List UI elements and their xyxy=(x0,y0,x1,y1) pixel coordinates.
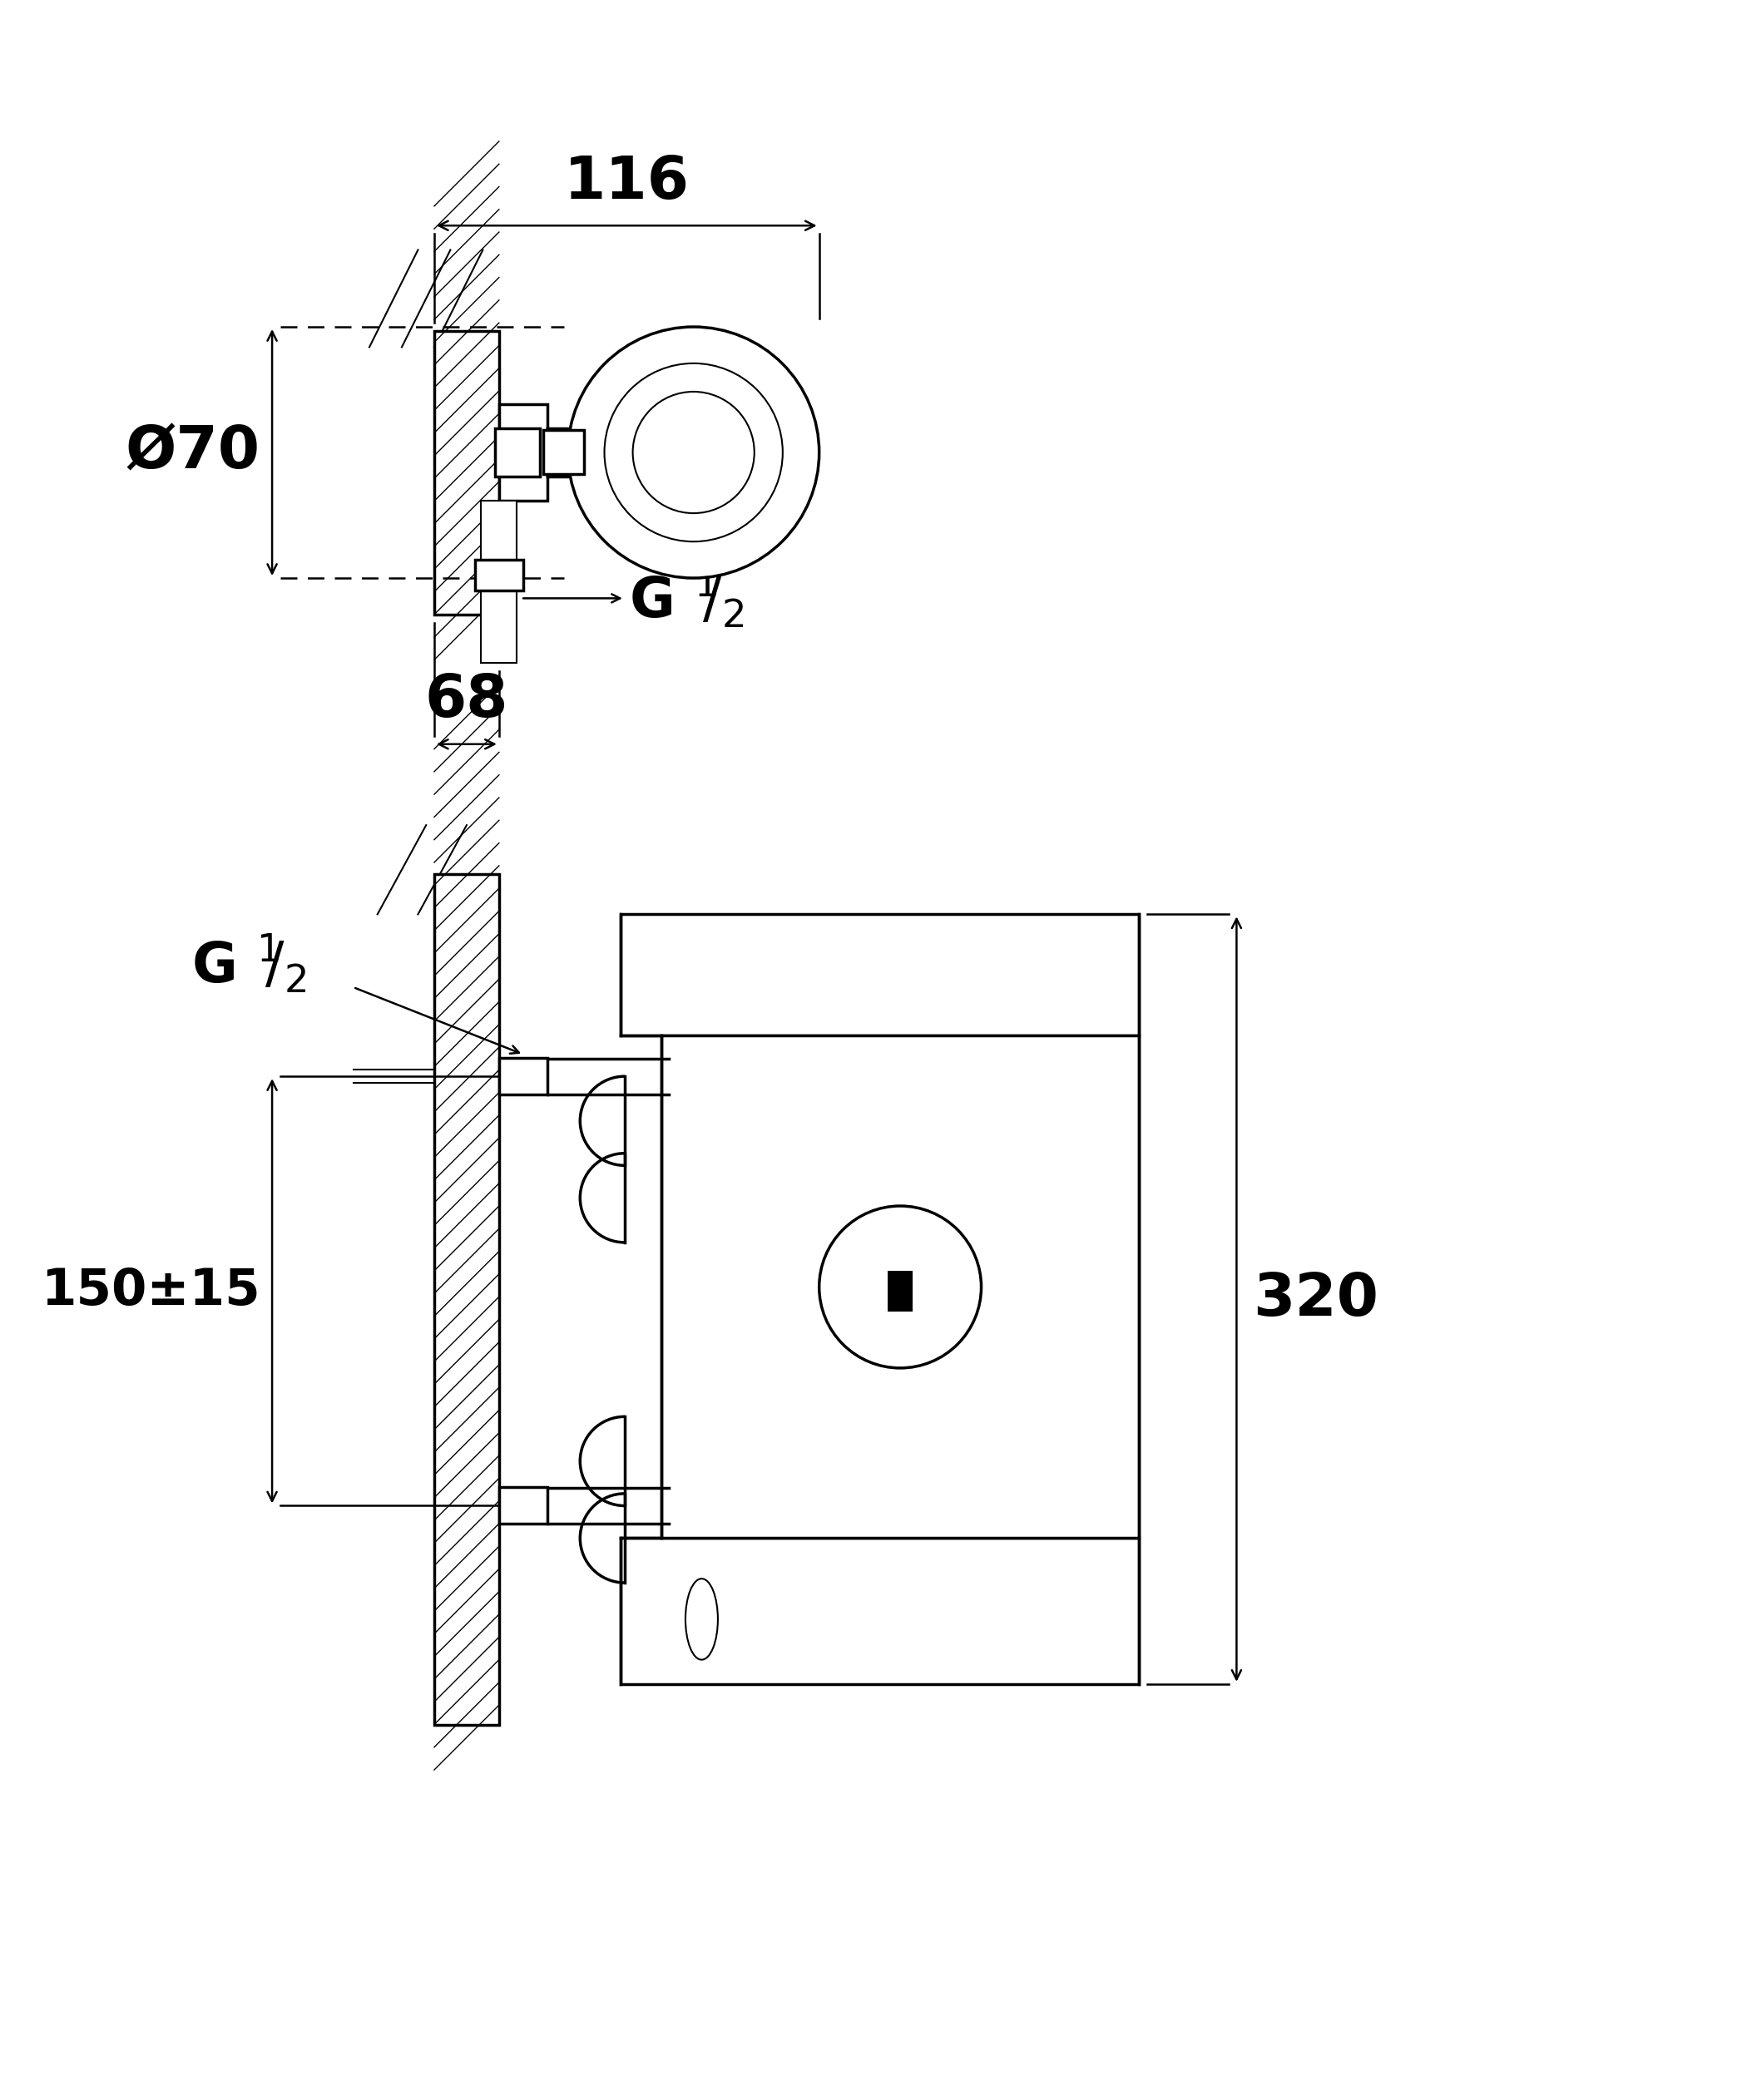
Circle shape xyxy=(568,328,820,578)
Text: G $^1\!\!/_2$: G $^1\!\!/_2$ xyxy=(191,930,307,995)
Circle shape xyxy=(604,363,783,542)
Ellipse shape xyxy=(685,1579,718,1659)
Bar xyxy=(661,1035,1139,1537)
Bar xyxy=(482,502,517,664)
Circle shape xyxy=(632,393,755,512)
Bar xyxy=(499,1058,548,1094)
Bar xyxy=(499,1487,548,1525)
Text: 320: 320 xyxy=(1253,1270,1379,1327)
Bar xyxy=(620,914,1139,1035)
Bar xyxy=(496,428,540,477)
Bar xyxy=(499,403,548,502)
Bar xyxy=(434,874,499,1724)
Bar xyxy=(888,1270,913,1310)
Bar xyxy=(434,332,499,615)
Text: 150±15: 150±15 xyxy=(40,1266,259,1315)
Text: G $^1\!\!/_2$: G $^1\!\!/_2$ xyxy=(629,567,745,630)
Bar xyxy=(543,430,583,475)
Text: 68: 68 xyxy=(424,672,508,729)
Text: Ø70: Ø70 xyxy=(124,424,259,481)
Circle shape xyxy=(820,1205,981,1367)
Bar xyxy=(475,559,524,590)
Text: 116: 116 xyxy=(564,153,690,210)
Bar xyxy=(620,1537,1139,1684)
